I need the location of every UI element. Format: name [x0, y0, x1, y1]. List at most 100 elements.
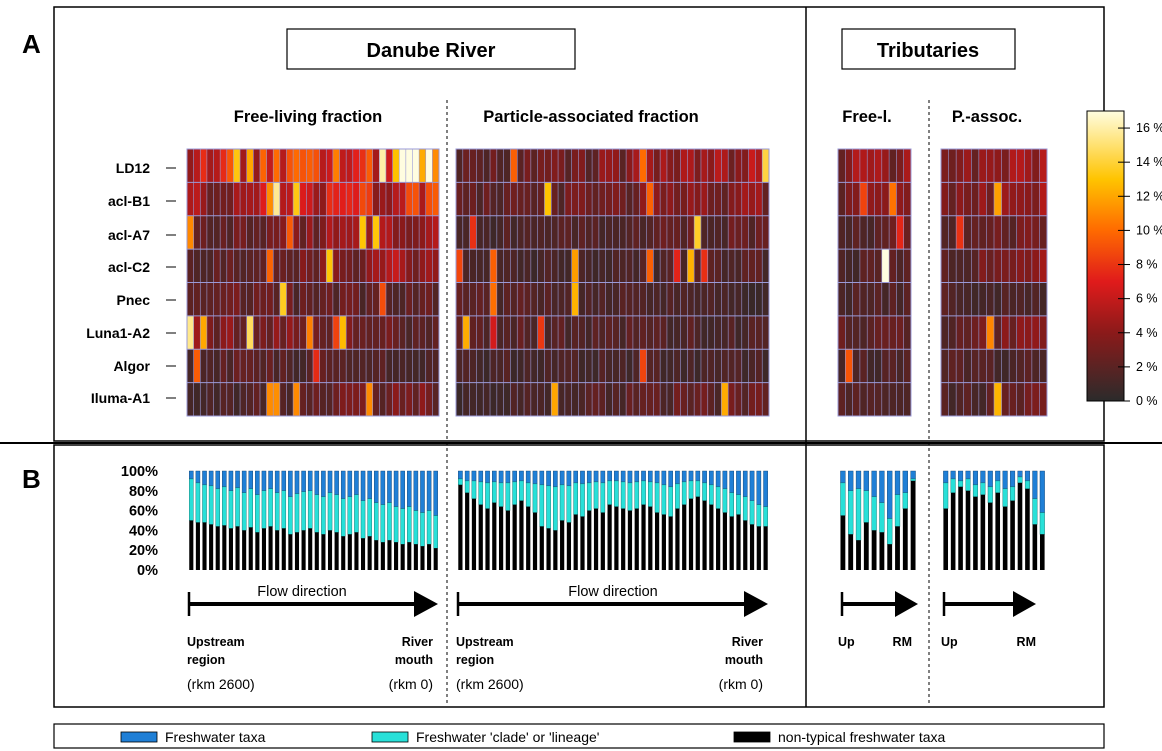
trib-up-free: Up: [838, 635, 855, 649]
bar-clade: [458, 478, 463, 486]
heatmap-cell: [619, 382, 627, 417]
bar-nontypical: [471, 498, 477, 570]
heatmap-cell: [956, 215, 964, 250]
heatmap-cell: [490, 315, 498, 350]
bar-nontypical: [400, 544, 405, 570]
bar-clade: [235, 487, 240, 527]
heatmap-cell: [366, 382, 373, 417]
heatmap-cell: [206, 315, 214, 350]
heatmap-cell: [206, 182, 214, 216]
bar-freshwater: [902, 470, 908, 493]
bar-freshwater: [387, 470, 392, 503]
heatmap-cell: [948, 215, 957, 250]
heatmap-cell: [700, 215, 708, 250]
heatmap-cell: [673, 182, 681, 216]
heatmap-cell: [286, 249, 294, 283]
heatmap-cell: [313, 249, 320, 283]
heatmap-cell: [859, 282, 868, 317]
colorbar-tick-label: 4 %: [1136, 326, 1158, 340]
heatmap-cell: [986, 382, 995, 417]
heatmap-cell: [530, 215, 538, 250]
bar-nontypical: [202, 522, 207, 570]
heatmap-cell: [200, 315, 208, 350]
bar-clade: [573, 482, 579, 515]
bar-nontypical: [354, 532, 359, 570]
heatmap-cell: [537, 149, 545, 183]
bar-nontypical: [1025, 488, 1030, 570]
heatmap-cell: [605, 149, 613, 183]
bar-freshwater: [910, 470, 916, 480]
bar-nontypical: [341, 536, 346, 570]
heatmap-cell: [462, 149, 470, 183]
heatmap-cell: [734, 349, 742, 383]
bar-freshwater: [478, 470, 484, 483]
heatmap-cell: [564, 215, 572, 250]
heatmap-cell: [734, 249, 742, 283]
colorbar-tick-label: 0 %: [1136, 394, 1158, 408]
bar-nontypical: [374, 540, 379, 570]
heatmap-cell: [187, 215, 194, 250]
heatmap-cell: [612, 382, 620, 417]
heatmap-cell: [598, 215, 606, 250]
heatmap-cell: [585, 315, 593, 350]
heatmap-cell: [852, 349, 861, 383]
heatmap-cell: [544, 349, 552, 383]
heatmap-cell: [680, 149, 688, 183]
bar-clade: [950, 478, 956, 493]
row-label-ld12: LD12: [116, 160, 150, 176]
heatmap-cell: [551, 249, 559, 283]
heatmap-cell: [881, 182, 890, 216]
heatmap-cell: [626, 182, 634, 216]
heatmap-cell: [240, 182, 247, 216]
bar-nontypical: [458, 484, 463, 570]
heatmap-cell: [259, 149, 267, 183]
heatmap-cell: [293, 282, 300, 317]
heatmap-cell: [845, 315, 853, 350]
bar-freshwater: [546, 470, 551, 487]
heatmap-cell: [1001, 382, 1010, 417]
heatmap-cell: [462, 382, 470, 417]
bar-nontypical: [387, 540, 392, 570]
heatmap-cell: [233, 315, 241, 350]
heatmap-cell: [392, 249, 400, 283]
heatmap-cell: [755, 382, 763, 417]
heatmap-cell: [503, 349, 511, 383]
heatmap-cell: [994, 382, 1002, 417]
heatmap-cell: [1024, 249, 1033, 283]
heatmap-cell: [432, 349, 440, 383]
bar-freshwater: [559, 470, 565, 486]
heatmap-cell: [544, 282, 552, 317]
heatmap-cell: [721, 149, 729, 183]
heatmap-cell: [874, 282, 882, 317]
bar-freshwater: [334, 470, 339, 495]
colorbar-tick-label: 12 %: [1136, 189, 1162, 203]
heatmap-cell: [220, 249, 227, 283]
heatmap-cell: [564, 282, 572, 317]
heatmap-cell: [551, 149, 559, 183]
heatmap-cell: [762, 315, 770, 350]
heatmap-cell: [253, 282, 261, 317]
heatmap-cell: [859, 149, 868, 183]
heatmap-cell: [639, 249, 647, 283]
heatmap-cell: [293, 182, 300, 216]
heatmap-cell: [626, 249, 634, 283]
bar-clade: [887, 518, 893, 545]
bar-nontypical: [987, 502, 993, 570]
heatmap-cell: [187, 382, 194, 417]
heatmap-cell: [941, 249, 949, 283]
bar-nontypical: [275, 530, 280, 570]
rkm-up-free: (rkm 2600): [187, 676, 255, 692]
heatmap-cell: [253, 215, 261, 250]
heatmap-cell: [639, 215, 647, 250]
bar-freshwater: [413, 470, 419, 511]
heatmap-cell: [332, 182, 340, 216]
heatmap-cell: [755, 149, 763, 183]
heatmap-cell: [978, 182, 987, 216]
heatmap-cell: [903, 315, 912, 350]
heatmap-cell: [941, 349, 949, 383]
heatmap-cell: [734, 182, 742, 216]
heatmap-cell: [714, 382, 722, 417]
heatmap-cell: [605, 182, 613, 216]
heatmap-cell: [419, 215, 426, 250]
heatmap-cell: [286, 315, 294, 350]
